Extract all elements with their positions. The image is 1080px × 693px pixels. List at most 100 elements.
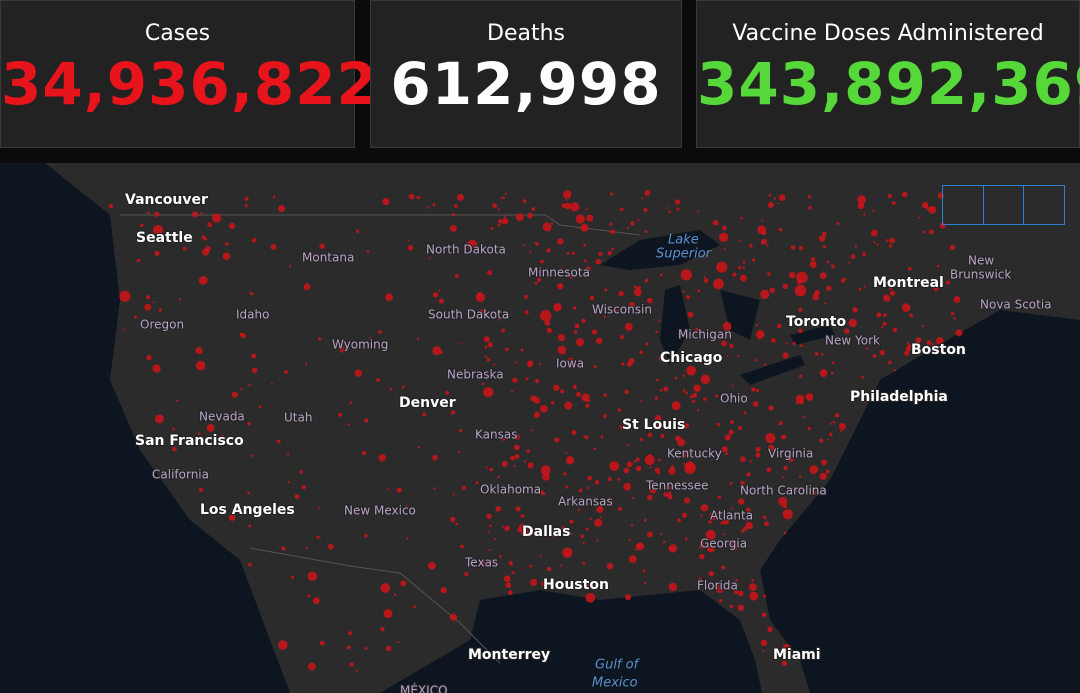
case-dot — [771, 338, 776, 343]
case-dot — [716, 422, 721, 427]
case-dot — [290, 575, 295, 579]
case-dot — [554, 437, 560, 443]
case-dot — [538, 362, 542, 366]
case-dot — [729, 343, 734, 349]
case-dot — [680, 269, 692, 281]
case-dot — [504, 525, 510, 532]
case-dot — [807, 195, 812, 199]
case-dot — [460, 544, 464, 549]
case-dot — [645, 342, 649, 346]
case-dot — [405, 505, 409, 510]
case-dot — [737, 354, 740, 357]
case-dot — [299, 470, 303, 474]
case-dot — [749, 591, 759, 601]
case-dot — [557, 333, 566, 342]
case-dot — [599, 516, 602, 519]
case-dot — [809, 465, 819, 474]
case-dot — [924, 204, 928, 208]
case-dot — [674, 199, 681, 205]
basemap-button[interactable] — [1024, 186, 1064, 224]
map[interactable]: Vancouver Seattle Montreal Toronto Boston Chi… — [0, 163, 1080, 693]
case-dot — [781, 434, 787, 440]
case-dot — [458, 428, 463, 433]
case-dot — [582, 541, 585, 545]
case-dot — [643, 207, 648, 212]
case-dot — [493, 363, 496, 366]
case-dot — [531, 429, 534, 432]
case-dot — [546, 248, 551, 253]
case-dot — [544, 319, 551, 326]
map-label: Utah — [284, 411, 312, 425]
case-dot — [761, 238, 768, 245]
case-dot — [619, 425, 624, 430]
case-dot — [681, 483, 689, 490]
case-dot — [755, 452, 761, 458]
case-dot — [141, 326, 145, 330]
case-dot — [602, 414, 607, 419]
case-dot — [576, 338, 585, 347]
case-dot — [510, 390, 514, 393]
case-dot — [683, 462, 686, 466]
map-label: North Carolina — [740, 484, 827, 498]
case-dot — [389, 387, 393, 391]
case-dot — [741, 529, 745, 533]
case-dot — [178, 298, 182, 301]
case-dot — [449, 613, 458, 621]
case-dot — [746, 507, 751, 513]
case-dot — [251, 353, 257, 359]
case-dot — [827, 438, 830, 441]
map-label: California — [152, 468, 209, 482]
case-dot — [551, 401, 555, 405]
case-dot — [594, 518, 603, 527]
case-dot — [450, 410, 456, 415]
case-dot — [494, 538, 497, 541]
case-dot — [497, 475, 500, 479]
map-label: New Mexico — [344, 504, 416, 518]
case-dot — [822, 244, 827, 249]
case-dot — [915, 337, 922, 344]
case-dot — [745, 521, 753, 530]
case-dot — [606, 562, 614, 570]
case-dot — [376, 378, 380, 382]
borders — [120, 214, 641, 664]
case-dot — [740, 216, 743, 220]
case-dot — [667, 493, 673, 500]
case-dot — [767, 626, 773, 633]
case-dot — [765, 433, 776, 444]
case-dot — [793, 489, 796, 492]
case-dot — [728, 541, 739, 551]
map-label: Iowa — [556, 357, 584, 371]
case-dot — [383, 609, 393, 619]
case-dot — [565, 198, 568, 201]
case-dot — [726, 355, 729, 358]
case-dot — [172, 427, 175, 431]
case-dot — [513, 464, 516, 467]
case-dot — [848, 261, 851, 264]
case-dot — [819, 472, 827, 480]
case-dot — [353, 507, 361, 515]
legend-button[interactable] — [984, 186, 1025, 224]
case-dot — [529, 564, 533, 568]
case-dot — [776, 323, 782, 329]
case-dot — [490, 227, 494, 231]
case-dot — [504, 192, 507, 195]
case-dot — [657, 471, 661, 475]
case-dot — [413, 605, 416, 609]
case-dot — [502, 196, 505, 199]
case-dot — [456, 193, 464, 201]
case-dot — [692, 392, 698, 398]
case-dot — [497, 223, 501, 227]
case-dot — [286, 453, 290, 456]
case-dot — [798, 245, 804, 251]
case-dot — [720, 522, 723, 525]
case-dot — [685, 461, 695, 470]
case-dot — [907, 266, 912, 271]
bookmark-button[interactable] — [943, 186, 984, 224]
case-dot — [861, 252, 867, 257]
stat-label: Deaths — [487, 21, 565, 46]
case-dot — [926, 340, 932, 345]
case-dot — [749, 244, 753, 248]
case-dot — [577, 508, 581, 512]
stat-value: 34,936,822 — [1, 50, 378, 118]
case-dot — [643, 518, 647, 522]
